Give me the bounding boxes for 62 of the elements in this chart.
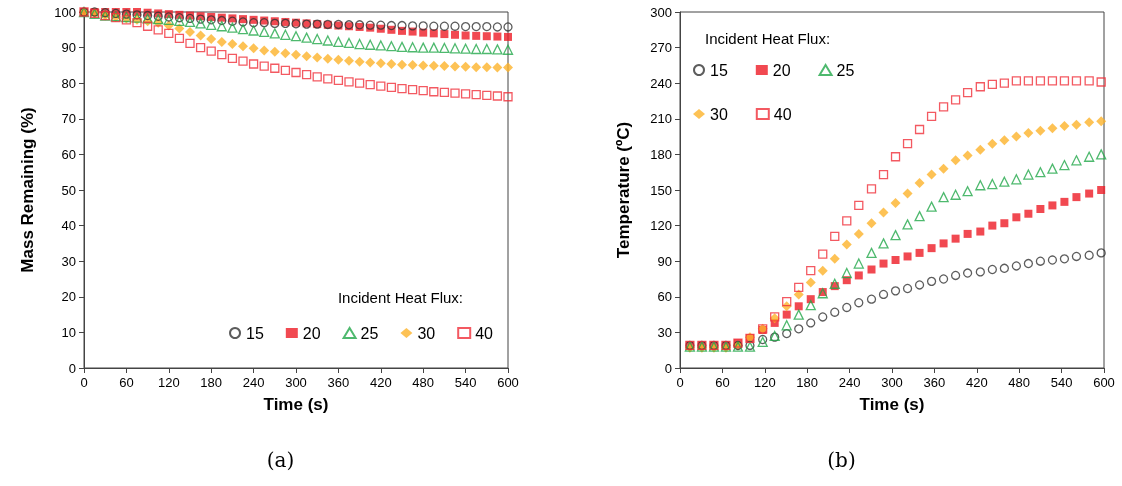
text: (a) — [265, 448, 296, 472]
legend-label: 30 — [710, 105, 728, 123]
y-tick-label: 90 — [61, 40, 76, 56]
text: (b) — [826, 448, 857, 472]
legend-label: 20 — [772, 61, 791, 79]
y-tick-label: 240 — [650, 75, 672, 91]
y-tick-label: 90 — [657, 253, 672, 269]
y-tick-label: 70 — [61, 111, 76, 127]
y-tick-label: 30 — [657, 324, 672, 340]
x-tick-label: 180 — [200, 375, 223, 390]
legend-label: 15 — [246, 324, 264, 342]
y-tick-label: 300 — [650, 4, 672, 20]
y-tick-label: 0 — [664, 360, 672, 376]
y-tick-label: 180 — [650, 146, 672, 162]
y-tick-label: 60 — [61, 146, 76, 162]
y-tick-label: 20 — [61, 289, 76, 305]
x-tick-label: 240 — [242, 375, 265, 390]
x-tick-label: 240 — [838, 375, 861, 390]
y-tick-label: 120 — [650, 218, 672, 234]
x-tick-label: 120 — [157, 375, 180, 390]
y-axis-title: Temperature (ºC) — [614, 121, 633, 259]
y-tick-label: 10 — [61, 324, 76, 340]
x-tick-label: 300 — [881, 375, 903, 390]
legend-title: Incident Heat Flux: — [337, 289, 463, 306]
legend-label: 30 — [417, 324, 436, 342]
y-tick-label: 100 — [54, 4, 76, 20]
x-tick-label: 420 — [369, 375, 392, 390]
x-tick-label: 0 — [676, 375, 684, 390]
y-tick-label: 80 — [61, 75, 76, 91]
legend-label: 25 — [360, 324, 379, 342]
x-tick-label: 600 — [497, 375, 519, 390]
legend-label: 20 — [302, 324, 321, 342]
legend-title: Incident Heat Flux: — [705, 30, 831, 47]
y-tick-label: 60 — [657, 289, 672, 305]
y-tick-label: 150 — [650, 182, 672, 198]
x-tick-label: 180 — [796, 375, 819, 390]
x-axis-title: Time (s) — [859, 395, 925, 414]
x-tick-label: 540 — [454, 375, 477, 390]
x-tick-label: 540 — [1050, 375, 1073, 390]
x-tick-label: 360 — [923, 375, 946, 390]
y-tick-label: 30 — [61, 253, 76, 269]
x-tick-label: 480 — [412, 375, 435, 390]
x-tick-label: 60 — [119, 375, 134, 390]
legend-label: 15 — [710, 61, 728, 79]
legend-label: 40 — [773, 105, 792, 123]
y-tick-label: 210 — [650, 111, 672, 127]
x-tick-label: 120 — [753, 375, 776, 390]
x-tick-label: 600 — [1093, 375, 1115, 390]
y-axis-title: Mass Remaining (%) — [18, 107, 37, 273]
x-tick-label: 360 — [327, 375, 350, 390]
y-tick-label: 0 — [68, 360, 76, 376]
y-tick-label: 40 — [61, 218, 76, 234]
legend-label: 25 — [836, 61, 855, 79]
y-tick-label: 50 — [61, 182, 76, 198]
y-tick-label: 270 — [650, 40, 672, 56]
x-tick-label: 0 — [80, 375, 88, 390]
legend-label: 40 — [475, 324, 494, 342]
x-axis-title: Time (s) — [263, 395, 329, 414]
x-tick-label: 480 — [1008, 375, 1031, 390]
x-tick-label: 420 — [965, 375, 988, 390]
x-tick-label: 300 — [285, 375, 307, 390]
x-tick-label: 60 — [715, 375, 730, 390]
